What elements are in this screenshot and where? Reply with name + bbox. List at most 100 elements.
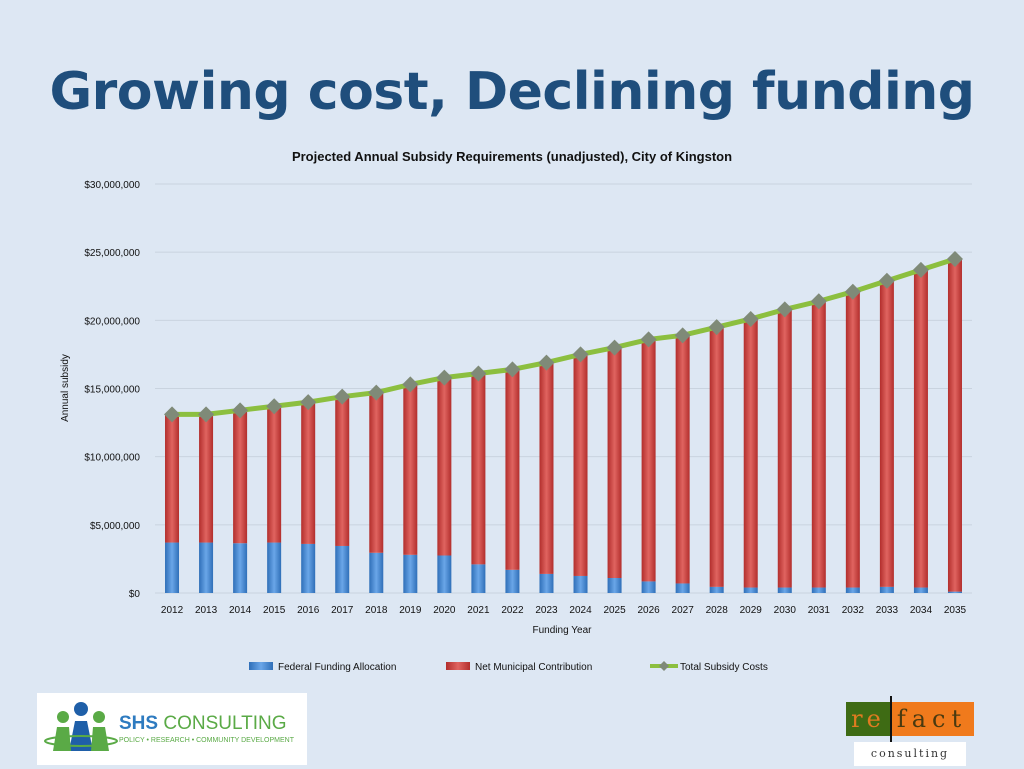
x-tick-label: 2023 (535, 605, 558, 616)
bar-municipal-2024 (573, 354, 588, 576)
bar-municipal-2018 (369, 392, 384, 553)
bar-municipal-2016 (301, 402, 316, 544)
bar-municipal-2030 (777, 309, 792, 588)
bar-municipal-2023 (539, 362, 554, 574)
total-marker-2030 (776, 301, 793, 318)
y-tick-label: $20,000,000 (84, 316, 140, 327)
total-marker-2019 (402, 376, 419, 393)
bar-federal-2014 (233, 543, 248, 593)
total-marker-2021 (470, 365, 487, 382)
refact-consulting: consulting (854, 742, 966, 766)
bar-federal-2025 (607, 578, 622, 593)
legend-label-federal: Federal Funding Allocation (278, 662, 396, 673)
x-tick-label: 2017 (331, 605, 354, 616)
x-axis-label: Funding Year (533, 625, 593, 636)
y-tick-label: $15,000,000 (84, 385, 140, 396)
bar-municipal-2031 (811, 301, 826, 588)
legend: Federal Funding Allocation Net Municipal … (249, 661, 768, 673)
bar-municipal-2020 (437, 377, 452, 556)
total-marker-2031 (810, 293, 827, 310)
total-marker-2027 (674, 327, 691, 344)
bar-federal-2034 (913, 587, 928, 593)
x-tick-label: 2027 (672, 605, 695, 616)
total-marker-2015 (266, 398, 283, 415)
x-tick-label: 2035 (944, 605, 967, 616)
bar-municipal-2025 (607, 347, 622, 579)
x-tick-label: 2034 (910, 605, 933, 616)
bar-municipal-2034 (913, 269, 928, 588)
chart-title: Projected Annual Subsidy Requirements (u… (292, 149, 732, 164)
legend-swatch-federal (249, 662, 273, 670)
total-marker-2018 (368, 384, 385, 401)
y-tick-label: $0 (129, 589, 141, 600)
x-tick-label: 2016 (297, 605, 320, 616)
bar-federal-2023 (539, 573, 554, 593)
y-tick-label: $25,000,000 (84, 248, 140, 259)
x-tick-label: 2022 (501, 605, 524, 616)
people-icon (44, 702, 118, 751)
x-tick-label: 2033 (876, 605, 899, 616)
shs-tagline: POLICY • RESEARCH • COMMUNITY DEVELOPMEN… (119, 737, 295, 744)
bar-municipal-2035 (947, 258, 962, 592)
total-marker-2029 (742, 310, 759, 327)
bar-federal-2032 (845, 587, 860, 593)
total-marker-2013 (198, 406, 215, 423)
refact-consulting-logo: re fact consulting (846, 696, 974, 766)
x-tick-label: 2013 (195, 605, 218, 616)
bar-municipal-2013 (199, 414, 214, 543)
x-tick-label: 2018 (365, 605, 388, 616)
legend-marker-total (659, 661, 669, 671)
bar-federal-2031 (811, 587, 826, 593)
bar-federal-2030 (777, 587, 792, 593)
y-tick-label: $10,000,000 (84, 453, 140, 464)
x-tick-label: 2030 (774, 605, 797, 616)
bar-municipal-2026 (641, 339, 656, 582)
shs-name: SHS (119, 713, 159, 734)
total-marker-2028 (708, 319, 725, 336)
bar-federal-2020 (437, 555, 452, 593)
x-tick-label: 2019 (399, 605, 422, 616)
bar-municipal-2015 (267, 406, 282, 543)
x-tick-label: 2031 (808, 605, 831, 616)
total-marker-2022 (504, 361, 521, 378)
bar-federal-2028 (709, 586, 724, 593)
x-tick-label: 2015 (263, 605, 286, 616)
bar-federal-2027 (675, 583, 690, 593)
logo-divider (890, 696, 892, 746)
total-marker-2016 (300, 394, 317, 411)
x-tick-label: 2029 (740, 605, 763, 616)
bar-municipal-2028 (709, 327, 724, 587)
bar-federal-2013 (199, 542, 214, 593)
bar-municipal-2019 (403, 384, 418, 555)
bar-federal-2017 (335, 545, 350, 593)
bar-federal-2015 (267, 542, 282, 593)
x-tick-label: 2026 (637, 605, 660, 616)
bar-federal-2021 (471, 564, 486, 593)
bar-federal-2029 (743, 587, 758, 593)
bar-municipal-2032 (845, 291, 860, 588)
bar-federal-2012 (165, 542, 180, 593)
bar-federal-2035 (947, 591, 962, 593)
bar-municipal-2017 (335, 396, 350, 546)
y-tick-label: $30,000,000 (84, 180, 140, 191)
refact-fact: fact (890, 702, 974, 736)
legend-swatch-municipal (446, 662, 470, 670)
x-tick-label: 2012 (161, 605, 184, 616)
shs-name2: CONSULTING (163, 713, 287, 734)
bar-federal-2019 (403, 554, 418, 593)
shs-consulting-logo: SHS CONSULTING POLICY • RESEARCH • COMMU… (37, 693, 307, 765)
total-marker-2035 (946, 250, 963, 267)
bar-federal-2033 (879, 586, 894, 593)
x-tick-label: 2014 (229, 605, 252, 616)
bar-federal-2026 (641, 581, 656, 593)
bar-municipal-2012 (165, 414, 180, 543)
x-tick-label: 2024 (569, 605, 592, 616)
total-marker-2012 (164, 406, 181, 423)
x-tick-label: 2032 (842, 605, 865, 616)
total-marker-2032 (844, 283, 861, 300)
total-marker-2034 (912, 261, 929, 278)
y-axis-label: Annual subsidy (60, 354, 71, 422)
bar-federal-2022 (505, 569, 520, 593)
total-marker-2014 (232, 402, 249, 419)
